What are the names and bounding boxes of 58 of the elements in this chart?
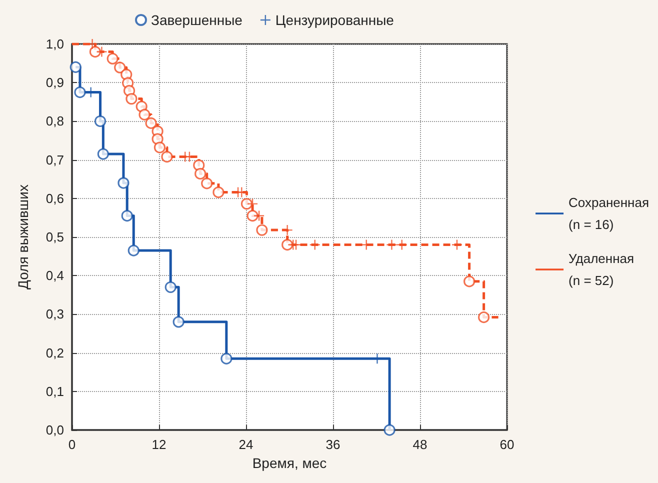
point	[386, 240, 397, 250]
point	[118, 177, 130, 189]
y-tick-label: 0,3	[46, 306, 64, 322]
point	[145, 117, 157, 129]
point	[154, 142, 166, 154]
point	[478, 311, 490, 324]
point	[164, 281, 176, 293]
point	[254, 210, 264, 221]
x-tick-label: 48	[412, 437, 428, 452]
point	[89, 46, 101, 58]
point	[201, 178, 213, 190]
point	[94, 115, 106, 127]
point	[70, 61, 82, 73]
point	[452, 240, 462, 250]
legend-label: Цензурированные	[275, 12, 394, 28]
y-tick-label: 0,6	[46, 190, 64, 206]
point	[138, 108, 150, 120]
point	[246, 210, 258, 222]
y-tick-label: 1,0	[46, 36, 64, 52]
point	[194, 168, 206, 180]
x-tick-label: 60	[500, 437, 514, 452]
point	[172, 316, 184, 328]
point	[464, 276, 476, 288]
legend-label: Удаленная (n = 52)	[568, 251, 634, 288]
point	[74, 86, 86, 98]
x-tick-label: 12	[152, 437, 166, 452]
y-tick-label: 0,4	[46, 268, 64, 284]
point	[256, 224, 268, 236]
x-tick-label: 36	[326, 437, 340, 452]
point	[384, 424, 396, 436]
y-tick-label: 0,2	[46, 345, 64, 360]
y-tick-label: 0,7	[46, 152, 64, 168]
y-tick-label: 0,9	[46, 75, 64, 90]
x-tick-label: 24	[238, 437, 254, 452]
point	[97, 148, 109, 160]
point	[121, 210, 133, 222]
point	[396, 240, 407, 250]
point	[212, 186, 224, 198]
y-axis-title: Доля выживших	[15, 184, 31, 290]
point	[126, 93, 138, 105]
point	[114, 62, 126, 74]
point	[310, 240, 320, 250]
point	[240, 198, 253, 210]
y-tick-label: 0,0	[46, 422, 64, 438]
point	[282, 238, 294, 251]
point	[161, 150, 173, 163]
x-tick-label: 0	[68, 437, 76, 452]
point	[291, 240, 302, 250]
legend-label: Сохраненная (n = 16)	[568, 195, 650, 232]
x-axis-title: Время, мес	[252, 455, 327, 471]
point	[106, 52, 118, 64]
point	[128, 244, 140, 256]
y-tick-label: 0,8	[46, 114, 64, 129]
legend-label: Завершенные	[151, 12, 243, 28]
y-tick-label: 0,1	[46, 384, 64, 399]
point	[220, 352, 232, 364]
point	[96, 46, 107, 57]
y-tick-label: 0,5	[46, 230, 64, 244]
